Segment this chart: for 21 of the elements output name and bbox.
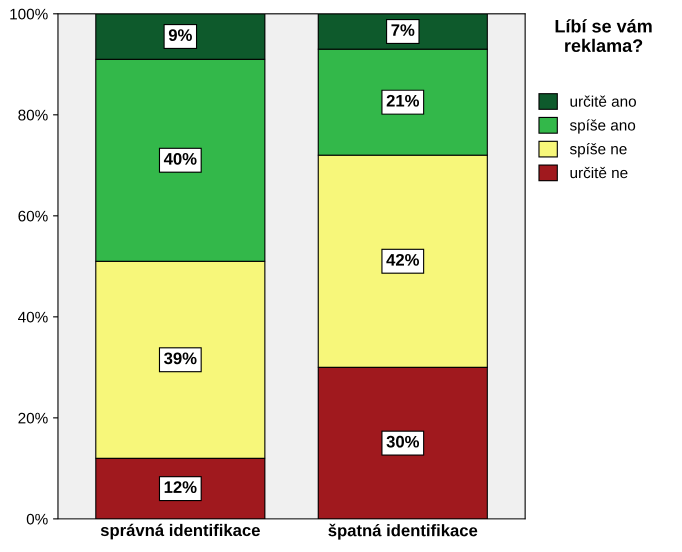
data-label: 39%	[164, 352, 197, 364]
y-tick-label: 0%	[26, 514, 48, 525]
legend-label: určitě ano	[570, 96, 636, 107]
legend-label: spíše ano	[570, 119, 636, 134]
data-label: 12%	[164, 481, 197, 494]
y-tick-label: 20%	[18, 412, 48, 424]
data-label: 21%	[386, 94, 420, 107]
y-tick-label: 80%	[18, 110, 48, 120]
data-label: 7%	[391, 24, 414, 36]
y-tick-label: 100%	[10, 8, 48, 20]
legend-title: Líbí se vám reklama?	[556, 19, 652, 52]
y-tick-label: 40%	[18, 312, 48, 323]
legend-label: určitě ne	[570, 166, 628, 178]
data-label: 30%	[386, 436, 420, 448]
data-label: 40%	[164, 152, 197, 165]
data-label: 42%	[386, 254, 420, 266]
legend-label: spíše ne	[570, 143, 627, 158]
y-tick-label: 60%	[18, 210, 48, 222]
x-tick-label: správná identifikace	[100, 524, 260, 540]
x-tick-label: špatná identifikace	[328, 524, 478, 540]
data-label: 9%	[168, 29, 192, 42]
